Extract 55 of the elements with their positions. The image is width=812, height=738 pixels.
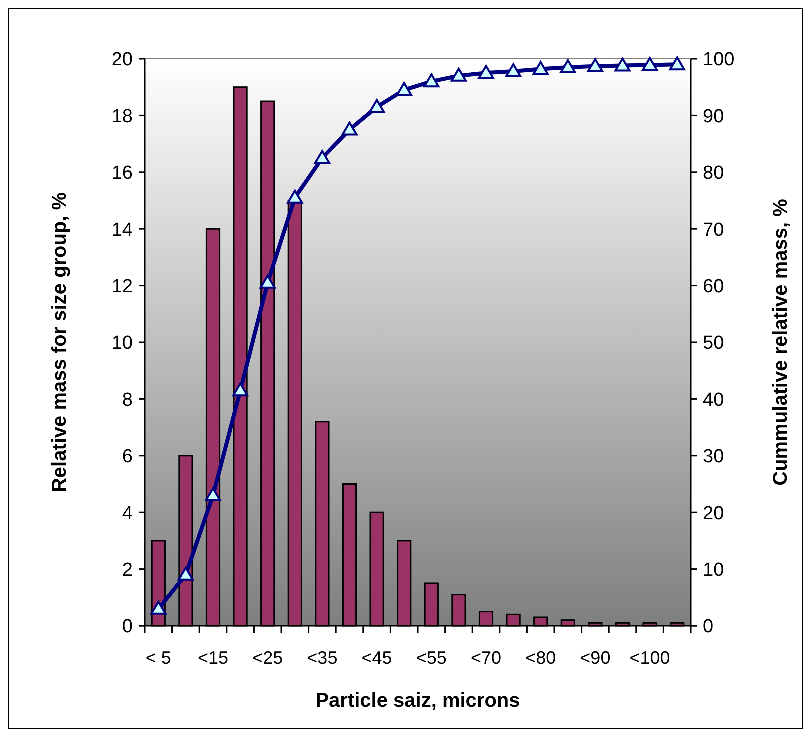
y2-tick-label: 100 — [703, 50, 735, 71]
y-tick-label: 20 — [112, 50, 133, 71]
point — [232, 382, 249, 397]
y2-tick-label: 30 — [703, 446, 724, 468]
y2-tick-label: 50 — [703, 333, 724, 354]
point — [506, 63, 522, 78]
x-tick-label: <70 — [470, 648, 502, 668]
y2-tick-label: 40 — [703, 390, 724, 411]
y-tick-label: 16 — [112, 163, 133, 184]
y-tick-label: 2 — [122, 560, 133, 581]
point — [587, 58, 604, 72]
x-tick-label: <55 — [416, 648, 447, 668]
point — [260, 274, 276, 289]
x-tick-label: <80 — [526, 648, 556, 668]
x-tick-label: <45 — [362, 648, 392, 668]
y2-tick-label: 90 — [703, 106, 724, 128]
y-tick-label: 14 — [112, 220, 134, 241]
y-tick-label: 0 — [122, 616, 133, 638]
x-axis-title: Particle saiz, microns — [316, 690, 520, 712]
y-axis-title: Relative mass for size group, % — [49, 192, 71, 493]
point — [287, 190, 304, 204]
y2-tick-label: 80 — [703, 163, 724, 184]
point — [314, 150, 330, 164]
point — [396, 82, 412, 96]
y2-tick-label: 0 — [703, 616, 714, 638]
y-tick-label: 4 — [122, 503, 134, 524]
y2-tick-label: 20 — [703, 503, 724, 524]
y2-tick-label: 60 — [703, 276, 724, 298]
point — [369, 99, 386, 114]
y2-tick-label: 10 — [703, 560, 724, 581]
y-tick-label: 8 — [122, 390, 133, 411]
point — [424, 74, 440, 88]
point — [342, 122, 358, 136]
y-tick-label: 18 — [112, 106, 133, 128]
y2-tick-label: 70 — [703, 220, 724, 241]
y-tick-label: 10 — [112, 333, 133, 354]
x-tick-label: <35 — [307, 648, 338, 668]
point — [205, 488, 222, 502]
y2-axis-title: Cummulative relative mass, % — [770, 198, 792, 486]
y-tick-label: 12 — [112, 276, 133, 298]
point — [669, 56, 686, 71]
point — [478, 65, 494, 80]
y-tick-label: 6 — [122, 446, 133, 468]
x-tick-label: <90 — [580, 648, 611, 668]
x-tick-label: < 5 — [146, 648, 172, 668]
point — [560, 60, 576, 74]
point — [614, 58, 631, 72]
x-tick-label: <25 — [252, 648, 284, 668]
x-tick-label: <15 — [198, 648, 229, 668]
point — [178, 566, 194, 581]
x-tick-label: <100 — [630, 648, 670, 668]
point — [532, 61, 549, 76]
point — [150, 600, 167, 615]
point — [642, 57, 658, 72]
point — [450, 68, 467, 82]
